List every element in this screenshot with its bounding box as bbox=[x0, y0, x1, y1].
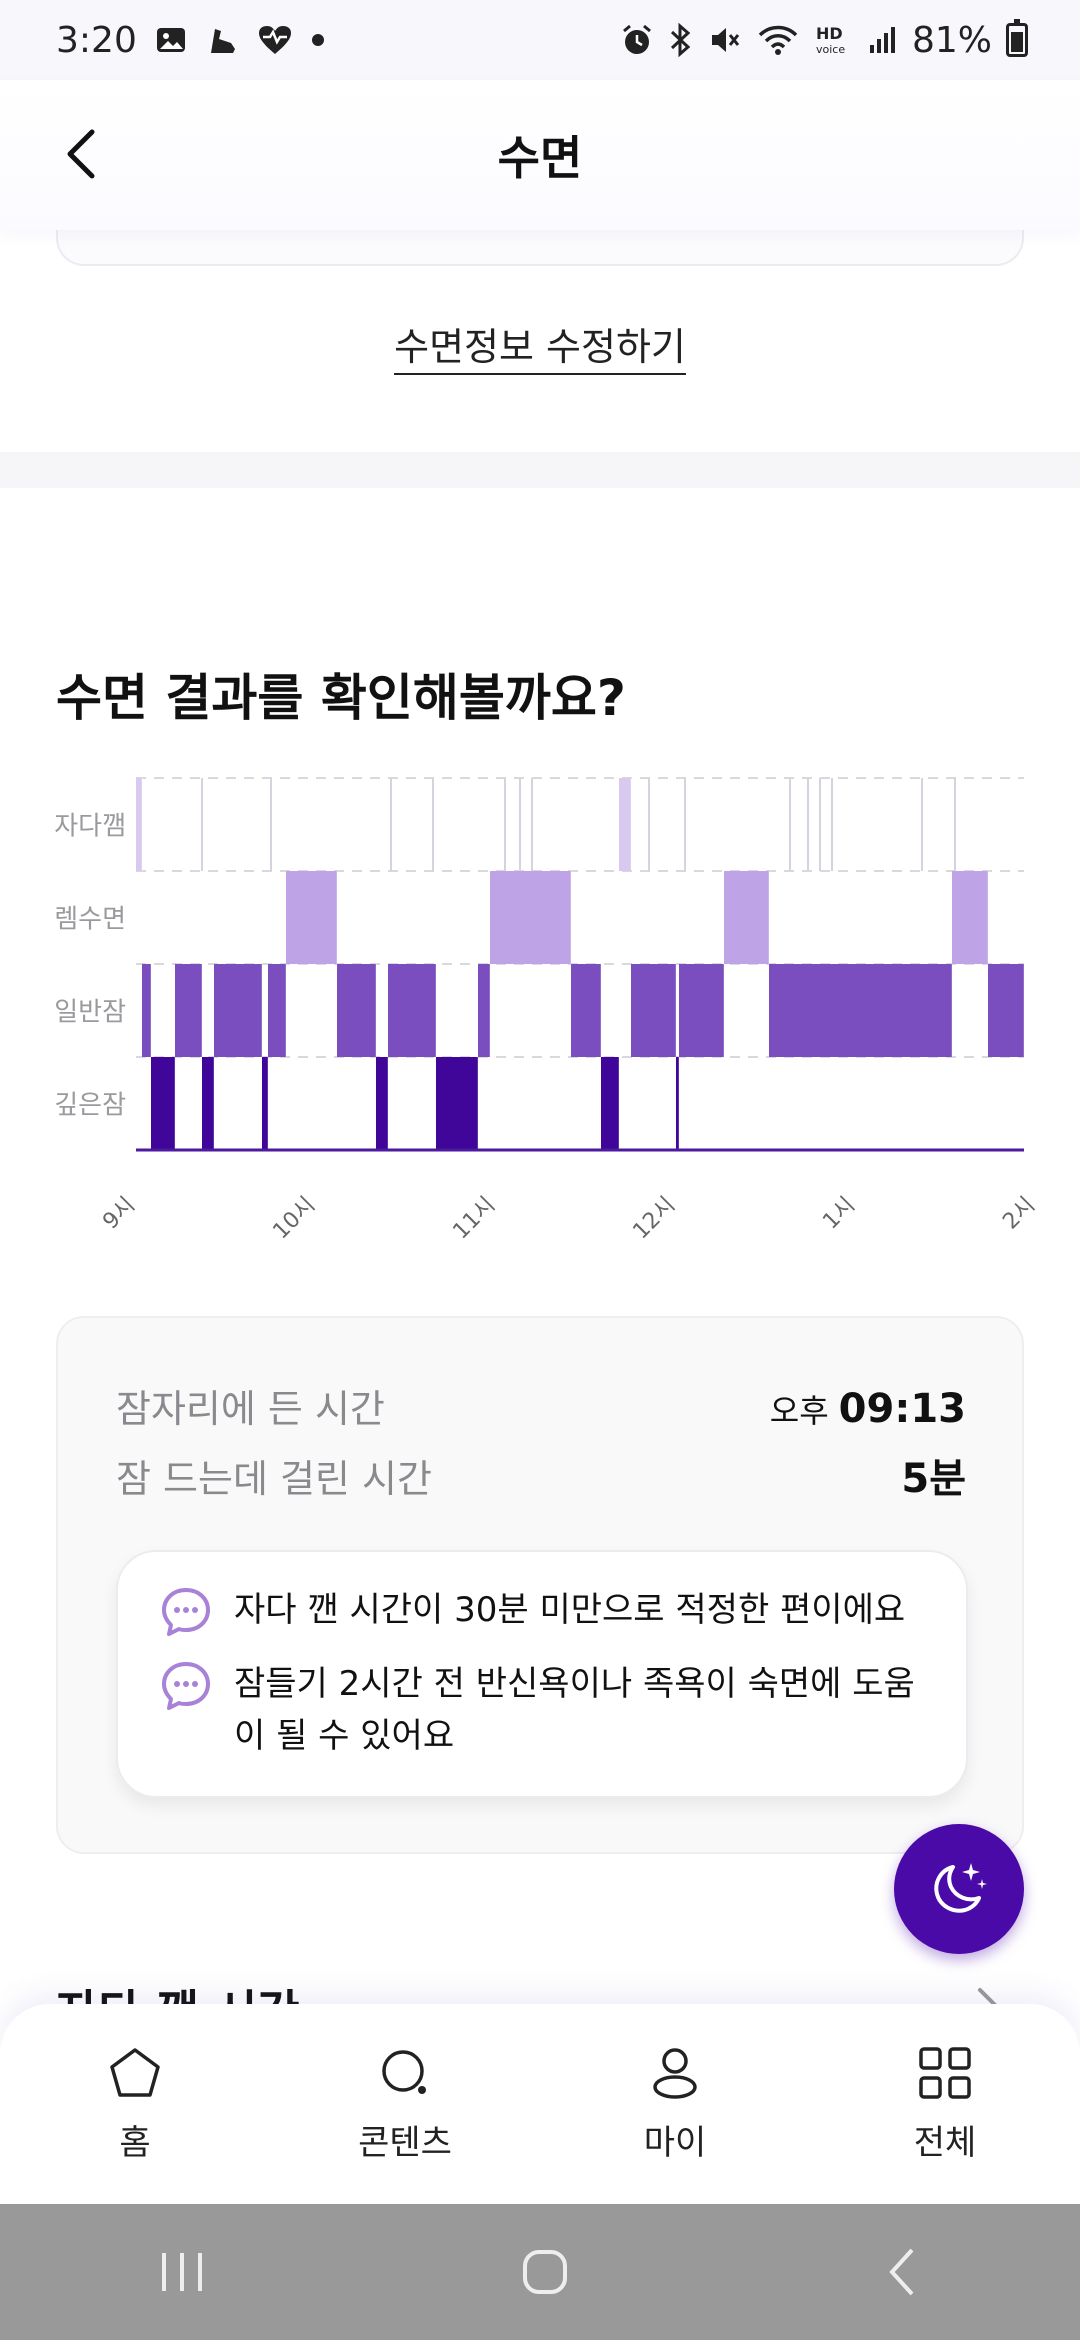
x-tick-label: 10시 bbox=[268, 1193, 320, 1245]
nav-all[interactable]: 전체 bbox=[845, 2045, 1045, 2164]
bed-time-value-wrap: 오후 09:13 bbox=[770, 1386, 966, 1432]
sleep-segment bbox=[286, 871, 337, 964]
status-left: 3:20 bbox=[56, 20, 325, 61]
edit-sleep-info-label: 수면정보 수정하기 bbox=[394, 325, 686, 375]
x-tick-label: 1시 bbox=[818, 1193, 860, 1235]
bed-time-label: 잠자리에 든 시간 bbox=[116, 1387, 385, 1431]
status-right: HD voice 81% bbox=[620, 19, 1028, 61]
tip-text: 잠들기 2시간 전 반신욕이나 족욕이 숙면에 도움이 될 수 있어요 bbox=[234, 1664, 915, 1756]
system-navigation-bar bbox=[0, 2204, 1080, 2340]
status-time: 3:20 bbox=[56, 19, 137, 61]
x-tick-label: 12시 bbox=[628, 1193, 680, 1245]
recent-apps-icon[interactable] bbox=[152, 2247, 212, 2297]
sleep-segment bbox=[136, 778, 142, 871]
nav-home-label: 홈 bbox=[119, 2122, 151, 2163]
shoe-icon bbox=[205, 23, 239, 57]
sleep-segment bbox=[202, 1057, 214, 1150]
svg-text:voice: voice bbox=[816, 43, 845, 56]
app-header: 수면 bbox=[0, 80, 1080, 230]
stage-label: 렘수면 bbox=[54, 905, 126, 935]
sleep-segment bbox=[769, 964, 952, 1057]
bed-time-row: 잠자리에 든 시간 오후 09:13 bbox=[116, 1378, 966, 1433]
sleep-segment bbox=[142, 964, 151, 1057]
tips-card: 자다 깬 시간이 30분 미만으로 적정한 편이에요 잠들기 2시간 전 반신욕… bbox=[116, 1550, 968, 1798]
sleep-segment bbox=[631, 964, 676, 1057]
wifi-icon bbox=[756, 23, 800, 57]
stage-label: 일반잠 bbox=[54, 998, 126, 1028]
bed-time-value: 09:13 bbox=[838, 1386, 966, 1432]
mute-icon bbox=[708, 23, 742, 57]
sleep-segment bbox=[175, 964, 202, 1057]
x-tick-label: 11시 bbox=[448, 1193, 500, 1245]
tip-item: 자다 깬 시간이 30분 미만으로 적정한 편이에요 bbox=[158, 1584, 926, 1640]
x-tick-label: 2시 bbox=[998, 1193, 1040, 1235]
edit-sleep-info-link[interactable]: 수면정보 수정하기 bbox=[0, 316, 1080, 375]
tip-item: 잠들기 2시간 전 반신욕이나 족욕이 숙면에 도움이 될 수 있어요 bbox=[158, 1658, 926, 1762]
status-bar: 3:20 bbox=[0, 0, 1080, 80]
bottom-navigation: 홈 콘텐츠 마이 전체 bbox=[0, 2004, 1080, 2204]
sleep-latency-value: 5분 bbox=[901, 1456, 966, 1502]
sleep-segment bbox=[388, 964, 436, 1057]
signal-icon bbox=[868, 25, 898, 55]
grid-icon bbox=[919, 2046, 971, 2099]
chat-bubble-icon bbox=[162, 1662, 210, 1710]
chat-bubble-icon bbox=[162, 1588, 210, 1636]
page-title: 수면 bbox=[497, 131, 583, 185]
person-icon bbox=[653, 2047, 697, 2099]
moon-sparkle-icon bbox=[934, 1863, 987, 1913]
section-title: 수면 결과를 확인해볼까요? bbox=[56, 669, 626, 727]
sleep-latency-row: 잠 드는데 걸린 시간 5분 bbox=[116, 1446, 966, 1504]
bluetooth-icon bbox=[668, 23, 694, 57]
section-divider bbox=[0, 452, 1080, 488]
notification-dot-icon bbox=[311, 33, 325, 47]
sleep-latency-label: 잠 드는데 걸린 시간 bbox=[116, 1457, 432, 1501]
stage-label: 자다깸 bbox=[54, 812, 126, 842]
sleep-segment bbox=[952, 871, 988, 964]
sleep-segment bbox=[337, 964, 376, 1057]
nav-my-label: 마이 bbox=[643, 2122, 707, 2163]
home-icon bbox=[110, 2047, 160, 2097]
sleep-segment bbox=[676, 1057, 679, 1150]
nav-content[interactable]: 콘텐츠 bbox=[305, 2045, 505, 2164]
sleep-summary-card: 잠자리에 든 시간 오후 09:13 잠 드는데 걸린 시간 5분 자다 깬 시간… bbox=[56, 1316, 1024, 1854]
back-button[interactable] bbox=[52, 124, 112, 184]
sleep-stage-chart: 자다깸렘수면일반잠깊은잠9시10시11시12시1시2시3시 bbox=[0, 760, 1080, 1260]
x-tick-label: 9시 bbox=[98, 1193, 140, 1235]
gallery-icon bbox=[155, 24, 187, 56]
tip-text: 자다 깬 시간이 30분 미만으로 적정한 편이에요 bbox=[234, 1590, 906, 1630]
sleep-mode-fab[interactable] bbox=[894, 1824, 1024, 1954]
nav-my[interactable]: 마이 bbox=[575, 2045, 775, 2164]
sleep-segment bbox=[619, 778, 631, 871]
sleep-segment bbox=[679, 964, 724, 1057]
hd-voice-icon: HD voice bbox=[814, 23, 854, 57]
stage-label: 깊은잠 bbox=[54, 1091, 126, 1121]
sleep-segment bbox=[262, 1057, 268, 1150]
bed-time-prefix: 오후 bbox=[769, 1392, 829, 1430]
back-system-icon[interactable] bbox=[878, 2242, 928, 2302]
sleep-stage-chart-svg: 자다깸렘수면일반잠깊은잠9시10시11시12시1시2시3시 bbox=[54, 777, 1040, 1245]
sleep-segment bbox=[436, 1057, 478, 1150]
home-system-icon[interactable] bbox=[515, 2242, 575, 2302]
nav-all-label: 전체 bbox=[913, 2122, 977, 2163]
sleep-segment bbox=[376, 1057, 388, 1150]
heart-icon bbox=[257, 24, 293, 56]
svg-text:HD: HD bbox=[816, 24, 843, 43]
alarm-icon bbox=[620, 23, 654, 57]
sleep-segment bbox=[478, 964, 490, 1057]
battery-icon bbox=[1006, 19, 1028, 57]
nav-home[interactable]: 홈 bbox=[35, 2045, 235, 2164]
sleep-segment bbox=[151, 1057, 175, 1150]
sleep-segment bbox=[724, 871, 769, 964]
sleep-segment bbox=[268, 964, 286, 1057]
sleep-segment bbox=[601, 1057, 619, 1150]
sleep-segment bbox=[988, 964, 1024, 1057]
battery-percent: 81% bbox=[911, 19, 992, 61]
chevron-left-icon bbox=[67, 129, 95, 179]
search-icon bbox=[382, 2049, 426, 2094]
nav-content-label: 콘텐츠 bbox=[358, 2122, 452, 2163]
sleep-segment bbox=[214, 964, 262, 1057]
sleep-segment bbox=[571, 964, 601, 1057]
sleep-segment bbox=[490, 871, 571, 964]
